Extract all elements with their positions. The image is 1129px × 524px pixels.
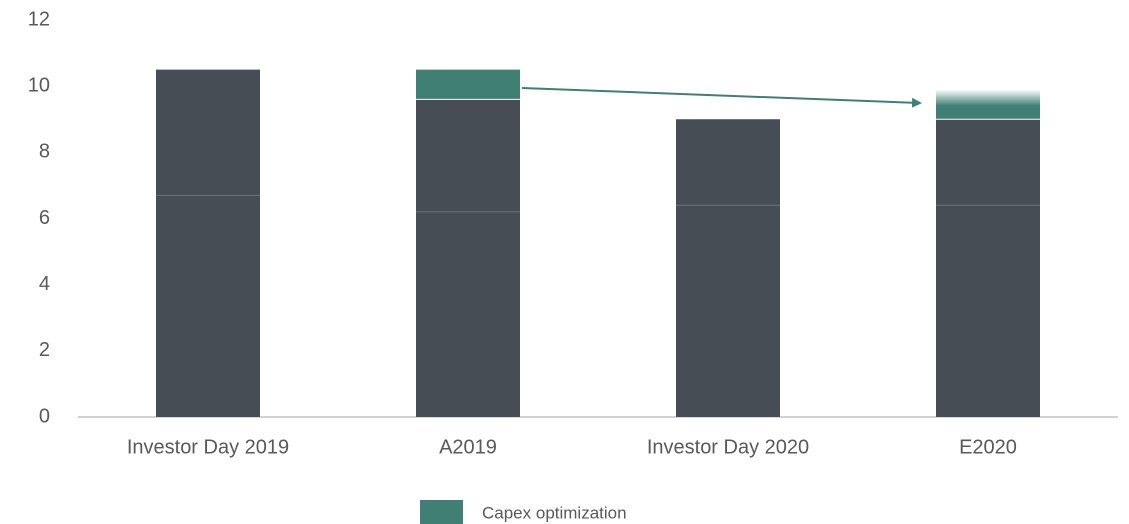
bar-segment: [936, 205, 1040, 417]
bar-segment: [936, 89, 1040, 120]
y-tick-label: 12: [28, 8, 50, 30]
x-tick-label: A2019: [439, 436, 497, 458]
y-tick-label: 2: [39, 339, 50, 361]
x-tick-label: E2020: [959, 436, 1017, 458]
bar-segment: [416, 99, 520, 212]
bar-segment: [936, 119, 1040, 206]
x-tick-label: Investor Day 2020: [647, 436, 809, 458]
x-tick-label: Investor Day 2019: [127, 436, 289, 458]
bar-segment: [416, 69, 520, 100]
y-tick-label: 10: [28, 74, 50, 96]
bar-segment: [156, 69, 260, 196]
legend-swatch: [420, 500, 463, 524]
bar-segment: [416, 211, 520, 417]
y-tick-label: 6: [39, 207, 50, 229]
trend-arrow: [521, 87, 922, 108]
y-tick-label: 0: [39, 405, 50, 427]
bar-segment: [676, 119, 780, 206]
y-tick-label: 8: [39, 141, 50, 163]
legend-label: Capex optimization: [482, 503, 627, 522]
y-tick-label: 4: [39, 273, 50, 295]
bar-segment: [676, 205, 780, 417]
bar-segment: [156, 195, 260, 417]
